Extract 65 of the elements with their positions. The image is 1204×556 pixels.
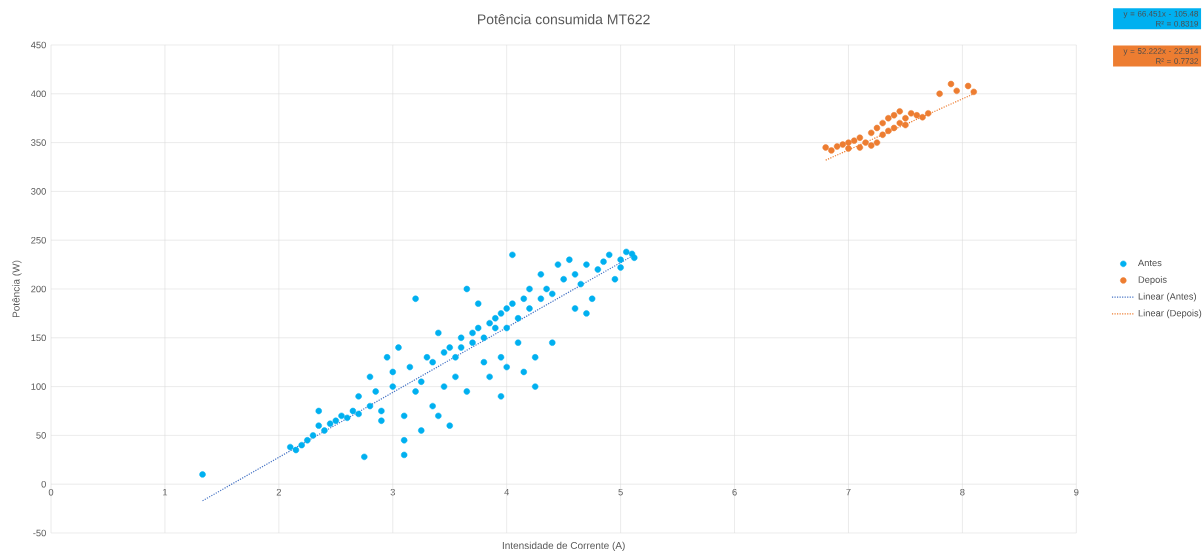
legend-label: Linear (Depois) xyxy=(1138,309,1202,319)
point xyxy=(862,139,869,146)
y-tick-label: 450 xyxy=(30,41,46,49)
point xyxy=(890,112,898,119)
point xyxy=(850,137,858,144)
point xyxy=(879,131,886,138)
point xyxy=(970,88,977,96)
point xyxy=(879,119,886,127)
chart-title: Potência consumida MT622 xyxy=(478,13,650,25)
point xyxy=(873,124,881,132)
point xyxy=(902,114,909,122)
point xyxy=(896,119,903,127)
y-tick-label: 400 xyxy=(30,90,46,98)
x-tick-label: 0 xyxy=(48,488,54,496)
y-tick-label: 300 xyxy=(31,188,46,195)
text: y = 66.451x - 105.48 xyxy=(1123,10,1199,19)
x-axis-title: Intensidade de Corrente (A) xyxy=(502,541,625,552)
point xyxy=(885,114,892,122)
y-tick-label: 100 xyxy=(31,383,46,390)
point xyxy=(828,147,835,154)
x-tick-label: 7 xyxy=(846,488,851,496)
point xyxy=(947,80,955,88)
point xyxy=(868,129,875,137)
point xyxy=(845,139,852,146)
point xyxy=(885,127,892,135)
point xyxy=(964,82,972,90)
point xyxy=(868,142,875,149)
point xyxy=(925,110,932,117)
y-tick-label: 350 xyxy=(31,139,46,146)
point xyxy=(902,121,909,129)
x-tick-label: 9 xyxy=(1074,488,1079,496)
point xyxy=(890,124,898,132)
y-tick-label: 250 xyxy=(31,236,46,244)
y-tick-label: 50 xyxy=(36,432,46,439)
point xyxy=(856,134,864,141)
y-tick-label: 0 xyxy=(41,480,46,488)
point xyxy=(856,144,864,151)
point xyxy=(936,90,943,97)
y-tick-label: 150 xyxy=(31,334,46,342)
point xyxy=(873,139,881,146)
legend-label: Depois xyxy=(1138,276,1167,285)
y-tick-label: 200 xyxy=(31,285,46,293)
y-axis-title: Potência (W) xyxy=(12,260,22,318)
x-tick-label: 3 xyxy=(390,488,395,496)
point xyxy=(896,108,903,115)
x-tick-label: 5 xyxy=(618,488,623,496)
x-tick-label: 6 xyxy=(732,488,737,496)
x-tick-label: 4 xyxy=(504,488,510,496)
point xyxy=(919,114,926,121)
legend-label: Antes xyxy=(1137,259,1162,267)
point xyxy=(845,145,852,152)
point xyxy=(822,144,829,151)
text: y = 52.222x - 22.914 xyxy=(1123,48,1199,56)
legend-label: Linear (Antes) xyxy=(1138,292,1196,302)
x-tick-label: 2 xyxy=(276,488,281,496)
point xyxy=(913,112,921,119)
x-tick-label: 1 xyxy=(163,488,168,496)
point xyxy=(833,143,841,150)
text: R² = 0.8319 xyxy=(1156,20,1199,27)
point xyxy=(907,110,915,117)
point xyxy=(953,87,960,95)
text: R² = 0.7732 xyxy=(1156,58,1198,64)
y-tick-label: -50 xyxy=(33,529,46,537)
point xyxy=(839,141,846,148)
x-tick-label: 8 xyxy=(960,488,965,496)
